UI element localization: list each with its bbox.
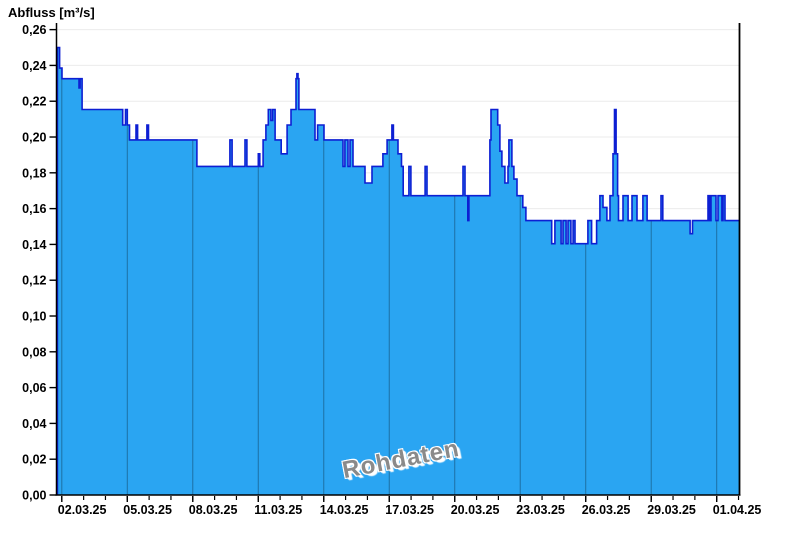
discharge-line (56, 46, 740, 495)
svg-text:0,06: 0,06 (22, 381, 46, 395)
svg-text:0,02: 0,02 (22, 453, 46, 467)
svg-text:29.03.25: 29.03.25 (647, 503, 696, 517)
chart-title: Abfluss [m³/s] (8, 5, 95, 20)
svg-text:0,24: 0,24 (22, 59, 46, 73)
svg-text:0,10: 0,10 (22, 310, 46, 324)
svg-text:0,00: 0,00 (22, 489, 46, 503)
discharge-area (57, 47, 740, 495)
svg-text:0,16: 0,16 (22, 202, 46, 216)
svg-text:0,12: 0,12 (22, 274, 46, 288)
svg-text:05.03.25: 05.03.25 (123, 503, 172, 517)
svg-text:08.03.25: 08.03.25 (189, 503, 238, 517)
svg-text:0,04: 0,04 (22, 417, 46, 431)
svg-text:0,08: 0,08 (22, 345, 46, 359)
svg-text:0,14: 0,14 (22, 238, 46, 252)
svg-text:20.03.25: 20.03.25 (451, 503, 500, 517)
svg-text:02.03.25: 02.03.25 (58, 503, 107, 517)
y-tick-labels: 0,00 0,02 0,04 0,06 0,08 0,10 0,12 0,14 0,16 0,18… (22, 23, 57, 503)
svg-text:23.03.25: 23.03.25 (516, 503, 565, 517)
svg-text:14.03.25: 14.03.25 (320, 503, 369, 517)
svg-text:0,22: 0,22 (22, 95, 46, 109)
svg-text:11.03.25: 11.03.25 (254, 503, 302, 517)
svg-text:26.03.25: 26.03.25 (582, 503, 631, 517)
svg-text:01.04.25: 01.04.25 (713, 503, 762, 517)
svg-text:0,18: 0,18 (22, 166, 46, 180)
x-tick-labels: 02.03.25 05.03.25 08.03.25 11.03.25 14.03.25… (58, 496, 762, 517)
svg-text:0,20: 0,20 (22, 131, 46, 145)
svg-text:0,26: 0,26 (22, 23, 46, 37)
svg-text:17.03.25: 17.03.25 (385, 503, 434, 517)
